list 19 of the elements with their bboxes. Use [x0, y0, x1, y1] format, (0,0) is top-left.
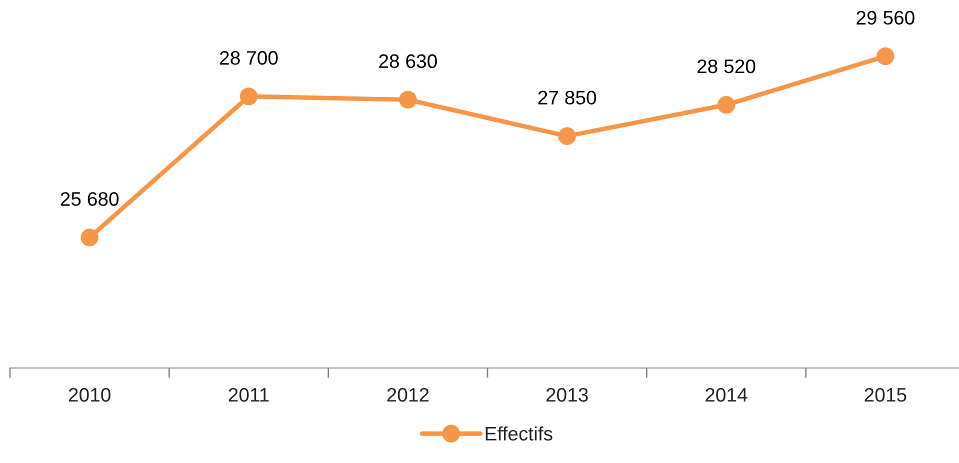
x-tick-label: 2010 [68, 388, 110, 402]
point [876, 47, 894, 66]
data-label: 27 850 [538, 90, 596, 105]
x-tick-label: 2014 [706, 388, 748, 402]
data-label: 25 680 [60, 192, 119, 206]
x-tick-label: 2013 [546, 388, 588, 402]
x-tick-label: 2011 [228, 388, 269, 402]
data-label: 29 560 [856, 10, 914, 25]
x-tick-label: 2012 [387, 388, 429, 402]
point [399, 90, 417, 109]
point [80, 228, 98, 246]
point [717, 96, 736, 114]
data-label: 28 630 [379, 54, 437, 68]
point [558, 127, 576, 145]
point [240, 88, 258, 106]
x-tick-label: 2015 [864, 388, 906, 402]
legend-label: Effectifs [486, 426, 552, 441]
data-label: 28 520 [697, 59, 756, 74]
data-label: 28 700 [220, 51, 278, 65]
